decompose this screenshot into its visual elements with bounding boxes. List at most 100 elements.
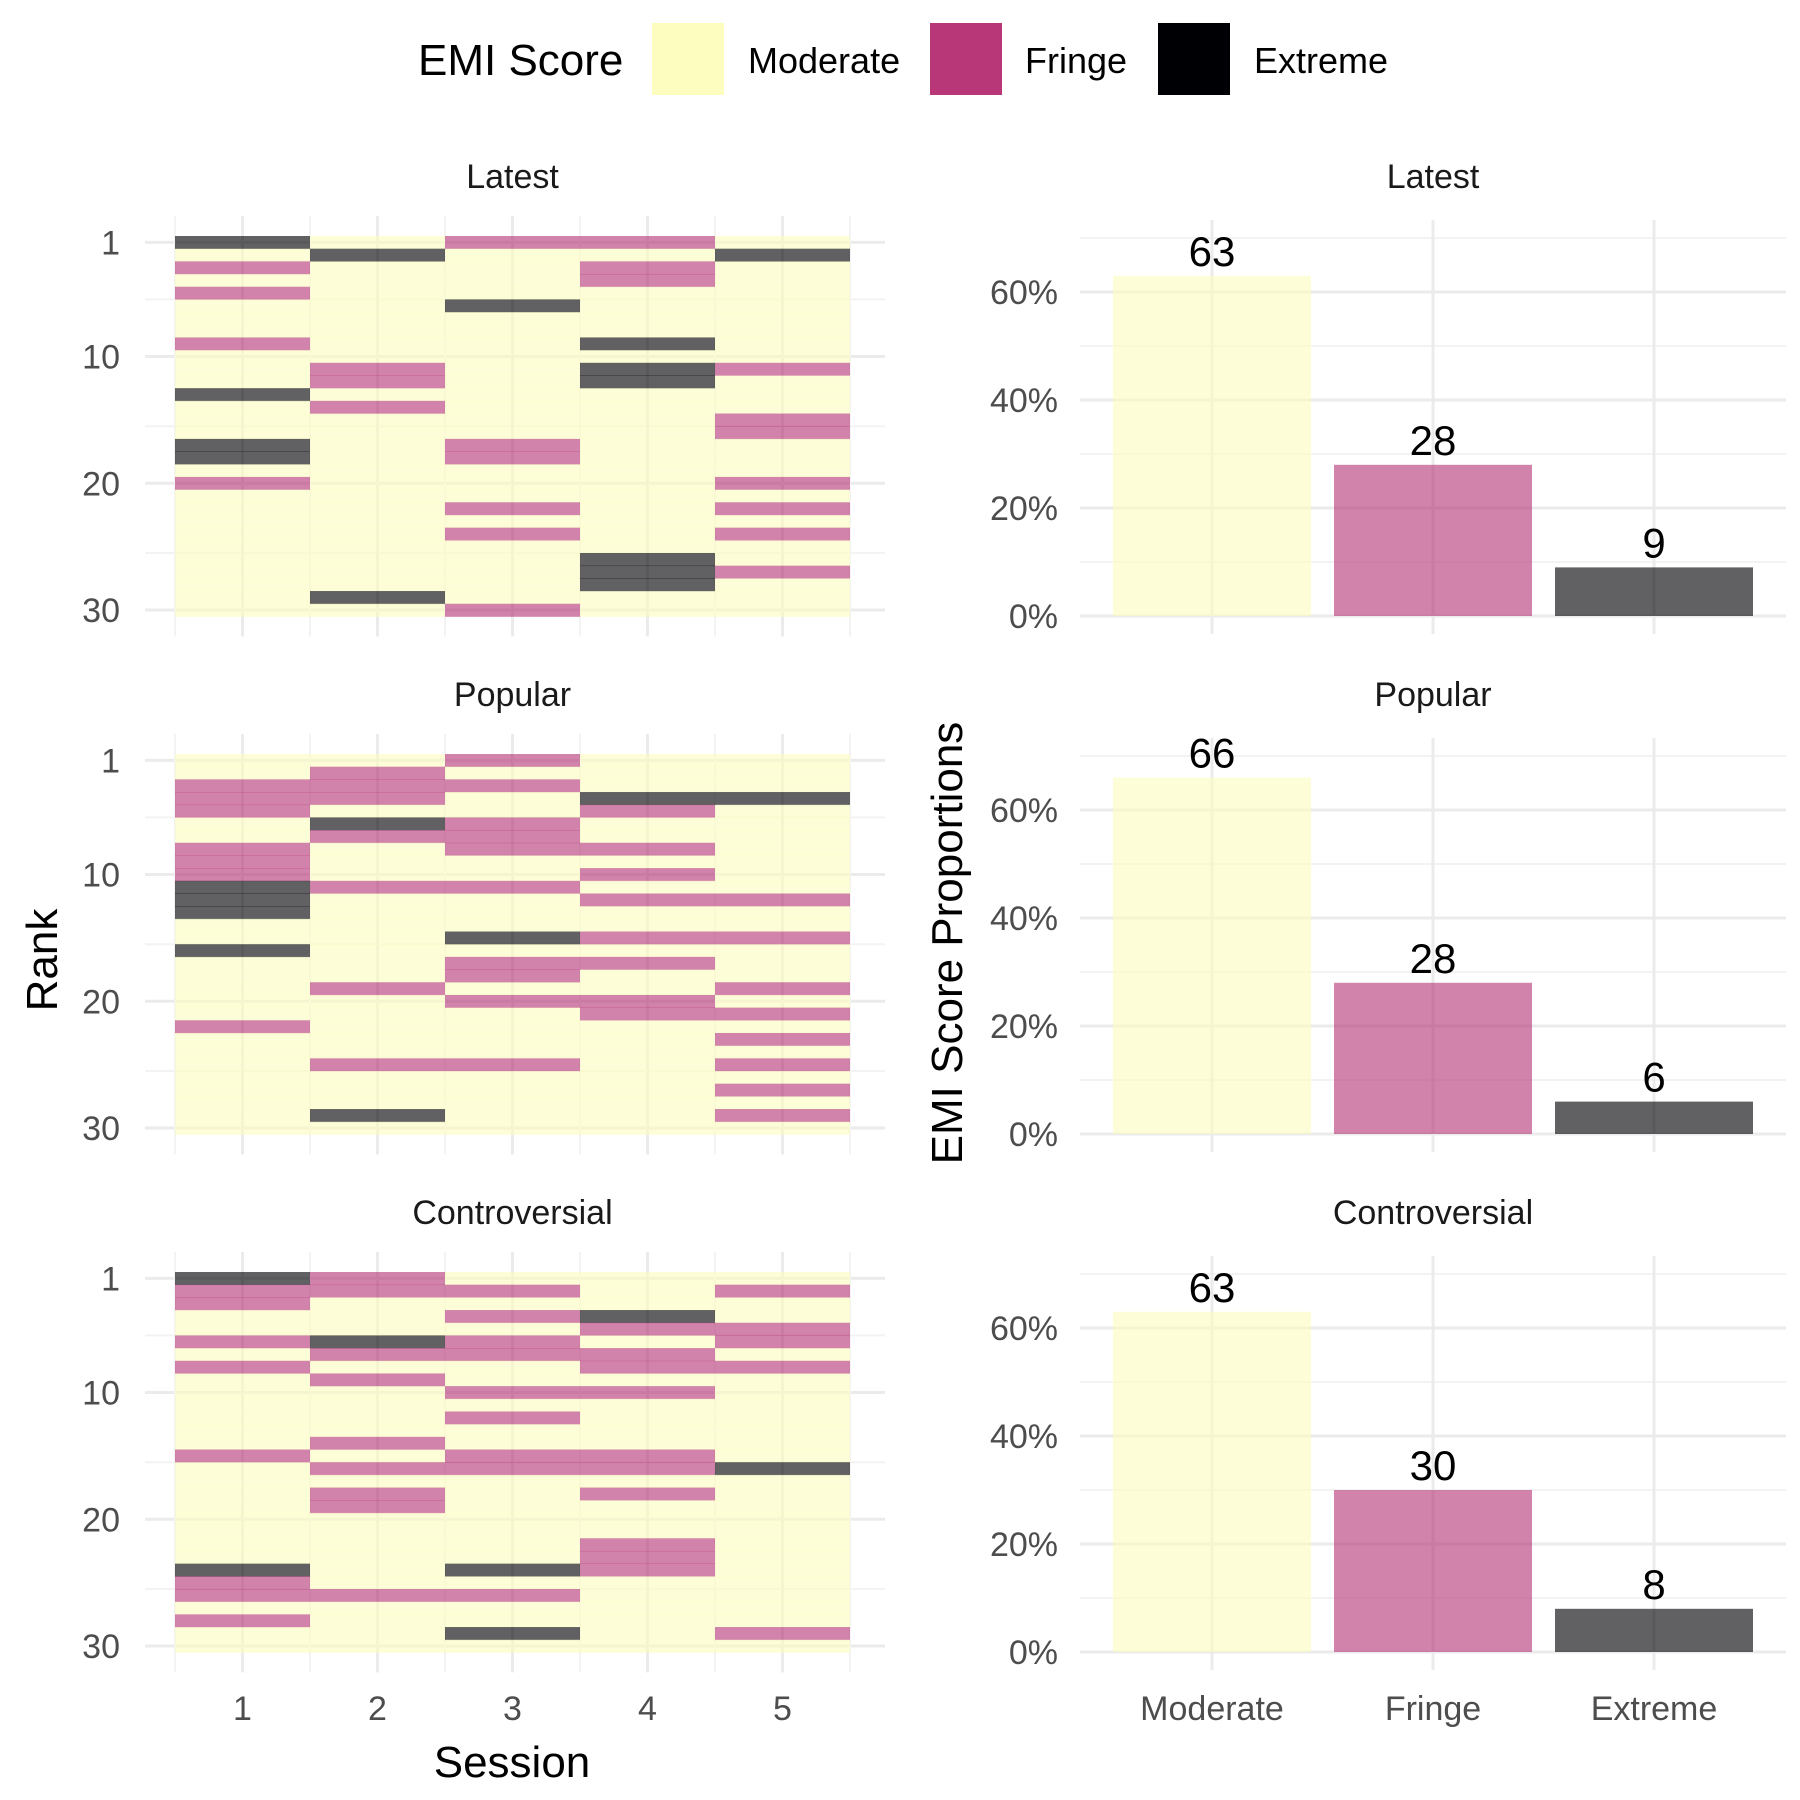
- y-tick-label: 10: [82, 856, 120, 894]
- heatmap-cell-fringe: [445, 1284, 580, 1298]
- heatmap-cell-moderate: [580, 1020, 715, 1034]
- heatmap-cell-moderate: [445, 337, 580, 351]
- heatmap-cell-fringe: [715, 1360, 850, 1374]
- heatmap-cell-moderate: [175, 1474, 310, 1488]
- heatmap-cell-fringe: [580, 1462, 715, 1476]
- heatmap-cell-moderate: [580, 880, 715, 894]
- heatmap-cell-moderate: [445, 855, 580, 869]
- heatmap-cell-moderate: [715, 1538, 850, 1552]
- heatmap-cell-moderate: [310, 1576, 445, 1590]
- heatmap-cell-moderate: [310, 514, 445, 529]
- heatmap-cell-extreme: [310, 817, 445, 831]
- heatmap-cell-moderate: [445, 1121, 580, 1135]
- heatmap-cell-fringe: [580, 956, 715, 970]
- heatmap-cell-moderate: [310, 906, 445, 920]
- bar-value-label: 28: [1410, 935, 1457, 982]
- y-tick-label: 20: [82, 465, 120, 503]
- heatmap-cell-moderate: [445, 578, 580, 592]
- heatmap-cell-moderate: [175, 375, 310, 389]
- heatmap-cell-extreme: [310, 591, 445, 605]
- heatmap-cell-moderate: [310, 502, 445, 516]
- y-tick-label: 40%: [990, 382, 1058, 420]
- heatmap-cell-moderate: [580, 1398, 715, 1412]
- heatmap-cell-fringe: [175, 868, 310, 882]
- heatmap-cell-moderate: [175, 413, 310, 427]
- heatmap-cell-moderate: [445, 1487, 580, 1501]
- heatmap-cell-moderate: [715, 1071, 850, 1085]
- y-tick-label: 0%: [1009, 598, 1058, 636]
- heatmap-cell-fringe: [175, 1360, 310, 1374]
- heatmap-cell-moderate: [580, 918, 715, 932]
- heatmap-cell-moderate: [445, 514, 580, 529]
- heatmap-cell-moderate: [175, 1045, 310, 1059]
- heatmap-cell-extreme: [175, 1272, 310, 1286]
- heatmap-cell-moderate: [310, 451, 445, 465]
- heatmap-cell-moderate: [175, 994, 310, 1008]
- heatmap-cell-fringe: [715, 1335, 850, 1349]
- heatmap-cell-moderate: [175, 1500, 310, 1514]
- heatmap-cell-moderate: [580, 312, 715, 326]
- bar-moderate: [1113, 1311, 1311, 1652]
- heatmap-cell-moderate: [445, 489, 580, 503]
- heatmap-cell-moderate: [445, 1109, 580, 1123]
- heatmap-cell-moderate: [715, 337, 850, 351]
- heatmap-cell-moderate: [310, 969, 445, 983]
- heatmap-cell-moderate: [175, 1121, 310, 1135]
- heatmap-cell-fringe: [445, 1462, 580, 1476]
- heatmap-cell-moderate: [580, 1045, 715, 1059]
- heatmap-cell-moderate: [580, 766, 715, 780]
- heatmap-cell-moderate: [715, 1424, 850, 1438]
- heatmap-cell-moderate: [310, 553, 445, 567]
- heatmap-cell-moderate: [445, 375, 580, 389]
- heatmap-cell-moderate: [715, 1550, 850, 1565]
- heatmap-cell-fringe: [445, 994, 580, 1008]
- heatmap-cell-fringe: [175, 1576, 310, 1590]
- heatmap-cell-fringe: [175, 792, 310, 806]
- heatmap-cell-moderate: [580, 1272, 715, 1286]
- heatmap-cell-moderate: [445, 426, 580, 440]
- heatmap-cell-moderate: [310, 1563, 445, 1577]
- heatmap-cell-moderate: [715, 1436, 850, 1450]
- heatmap-cell-fringe: [175, 337, 310, 351]
- heatmap-cell-moderate: [715, 1411, 850, 1425]
- heatmap-cell-fringe: [715, 982, 850, 996]
- heatmap-cell-moderate: [580, 1639, 715, 1653]
- heatmap-cell-moderate: [175, 464, 310, 478]
- heatmap-cell-moderate: [715, 1398, 850, 1412]
- heatmap-cell-fringe: [310, 1284, 445, 1298]
- heatmap-cell-moderate: [715, 994, 850, 1008]
- heatmap-cell-moderate: [715, 906, 850, 920]
- heatmap-cell-moderate: [580, 1424, 715, 1438]
- heatmap-cell-moderate: [715, 578, 850, 592]
- heatmap-cell-fringe: [715, 1322, 850, 1336]
- bar-panel-title: Controversial: [1333, 1194, 1533, 1232]
- heatmap-cell-fringe: [715, 931, 850, 945]
- heatmap-cell-moderate: [580, 1373, 715, 1387]
- heatmap-cell-extreme: [580, 565, 715, 579]
- heatmap-cell-moderate: [715, 804, 850, 818]
- heatmap-cell-moderate: [310, 1639, 445, 1653]
- heatmap-cell-moderate: [580, 1589, 715, 1603]
- heatmap-cell-fringe: [445, 779, 580, 793]
- heatmap-cell-fringe: [580, 868, 715, 882]
- heatmap-cell-moderate: [175, 299, 310, 313]
- heatmap-cell-fringe: [175, 804, 310, 818]
- heatmap-cell-moderate: [175, 1525, 310, 1539]
- heatmap-cell-moderate: [310, 1045, 445, 1059]
- heatmap-cell-fringe: [175, 855, 310, 869]
- heatmap-cell-fringe: [580, 994, 715, 1008]
- heatmap-cell-moderate: [310, 578, 445, 592]
- heatmap-cell-moderate: [310, 476, 445, 490]
- heatmap-cell-moderate: [175, 1083, 310, 1097]
- bar-value-label: 66: [1189, 730, 1236, 777]
- bar-fringe: [1334, 982, 1532, 1134]
- heatmap-cell-moderate: [715, 540, 850, 554]
- heatmap-cell-fringe: [715, 1007, 850, 1021]
- heatmap-cell-fringe: [310, 400, 445, 414]
- bar-extreme: [1555, 1101, 1753, 1134]
- heatmap-cell-moderate: [580, 830, 715, 844]
- heatmap-cell-moderate: [715, 1297, 850, 1311]
- heatmap-cell-extreme: [175, 236, 310, 250]
- heatmap-cell-moderate: [715, 1348, 850, 1362]
- heatmap-cell-moderate: [175, 1032, 310, 1047]
